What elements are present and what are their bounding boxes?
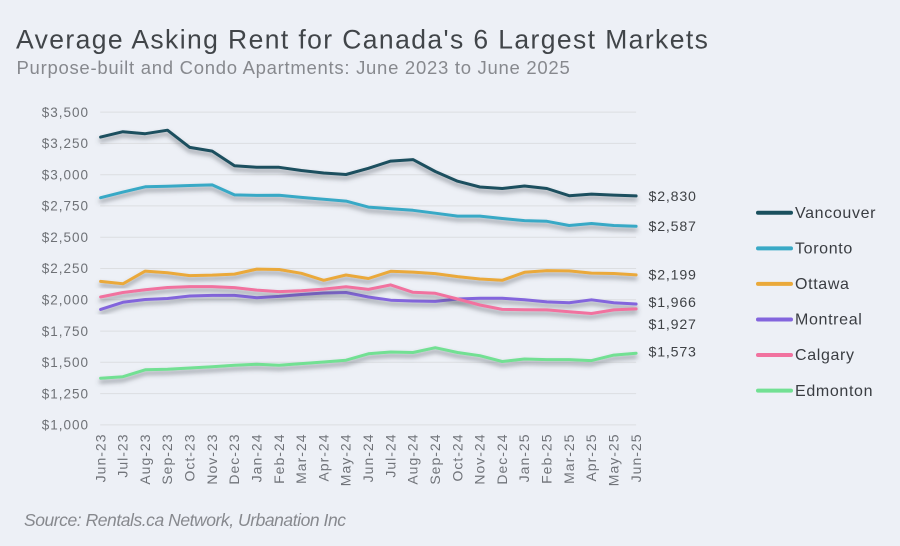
svg-text:Feb-25: Feb-25 xyxy=(539,434,555,484)
svg-text:$1,000: $1,000 xyxy=(42,418,89,433)
svg-text:$3,500: $3,500 xyxy=(42,105,89,120)
svg-text:May-25: May-25 xyxy=(606,434,622,487)
svg-text:$1,500: $1,500 xyxy=(42,355,89,370)
svg-text:Vancouver: Vancouver xyxy=(795,205,876,222)
svg-text:Sep-24: Sep-24 xyxy=(427,434,443,485)
svg-text:Montreal: Montreal xyxy=(795,312,862,329)
svg-text:$3,250: $3,250 xyxy=(42,136,89,151)
svg-text:Jun-23: Jun-23 xyxy=(92,434,108,483)
svg-text:Jul-24: Jul-24 xyxy=(382,434,398,478)
svg-text:Jul-23: Jul-23 xyxy=(115,434,131,478)
svg-text:Feb-24: Feb-24 xyxy=(271,434,287,484)
svg-text:Nov-23: Nov-23 xyxy=(204,434,220,485)
svg-text:Dec-24: Dec-24 xyxy=(494,434,510,485)
svg-text:Mar-24: Mar-24 xyxy=(293,434,309,484)
svg-text:$1,573: $1,573 xyxy=(649,344,697,360)
svg-text:$2,500: $2,500 xyxy=(42,230,89,245)
svg-text:Purpose-built and Condo Apartm: Purpose-built and Condo Apartments: June… xyxy=(17,57,571,78)
svg-text:Average Asking Rent for Canada: Average Asking Rent for Canada's 6 Large… xyxy=(16,25,709,55)
svg-text:Ottawa: Ottawa xyxy=(795,276,850,293)
svg-text:Oct-24: Oct-24 xyxy=(449,434,465,482)
svg-text:Toronto: Toronto xyxy=(795,241,853,258)
svg-text:$2,199: $2,199 xyxy=(649,268,697,284)
svg-text:Calgary: Calgary xyxy=(795,347,855,364)
svg-text:Aug-23: Aug-23 xyxy=(137,434,153,485)
svg-text:Jan-25: Jan-25 xyxy=(516,434,532,483)
svg-text:$1,927: $1,927 xyxy=(649,317,697,333)
svg-text:May-24: May-24 xyxy=(338,434,354,487)
svg-text:Oct-23: Oct-23 xyxy=(182,434,198,482)
svg-text:Jun-24: Jun-24 xyxy=(360,434,376,483)
svg-text:$2,750: $2,750 xyxy=(42,199,89,214)
svg-text:Jan-24: Jan-24 xyxy=(249,434,265,483)
svg-text:Dec-23: Dec-23 xyxy=(226,434,242,485)
svg-text:Apr-25: Apr-25 xyxy=(583,434,599,482)
svg-text:$1,250: $1,250 xyxy=(42,386,89,401)
svg-text:$1,750: $1,750 xyxy=(42,324,89,339)
svg-text:$2,250: $2,250 xyxy=(42,261,89,276)
svg-text:$1,966: $1,966 xyxy=(649,295,697,311)
svg-text:Apr-24: Apr-24 xyxy=(315,434,331,482)
svg-text:Jun-25: Jun-25 xyxy=(628,434,644,483)
svg-text:$2,830: $2,830 xyxy=(649,189,697,205)
svg-text:Nov-24: Nov-24 xyxy=(472,434,488,485)
svg-text:$2,000: $2,000 xyxy=(42,293,89,308)
svg-text:Source: Rentals.ca Network, Ur: Source: Rentals.ca Network, Urbanation I… xyxy=(24,510,346,530)
svg-text:Mar-25: Mar-25 xyxy=(561,434,577,484)
svg-text:Sep-23: Sep-23 xyxy=(159,434,175,485)
svg-text:$2,587: $2,587 xyxy=(649,219,697,235)
svg-text:Aug-24: Aug-24 xyxy=(405,434,421,485)
svg-text:$3,000: $3,000 xyxy=(42,167,89,182)
svg-text:Edmonton: Edmonton xyxy=(795,383,873,400)
